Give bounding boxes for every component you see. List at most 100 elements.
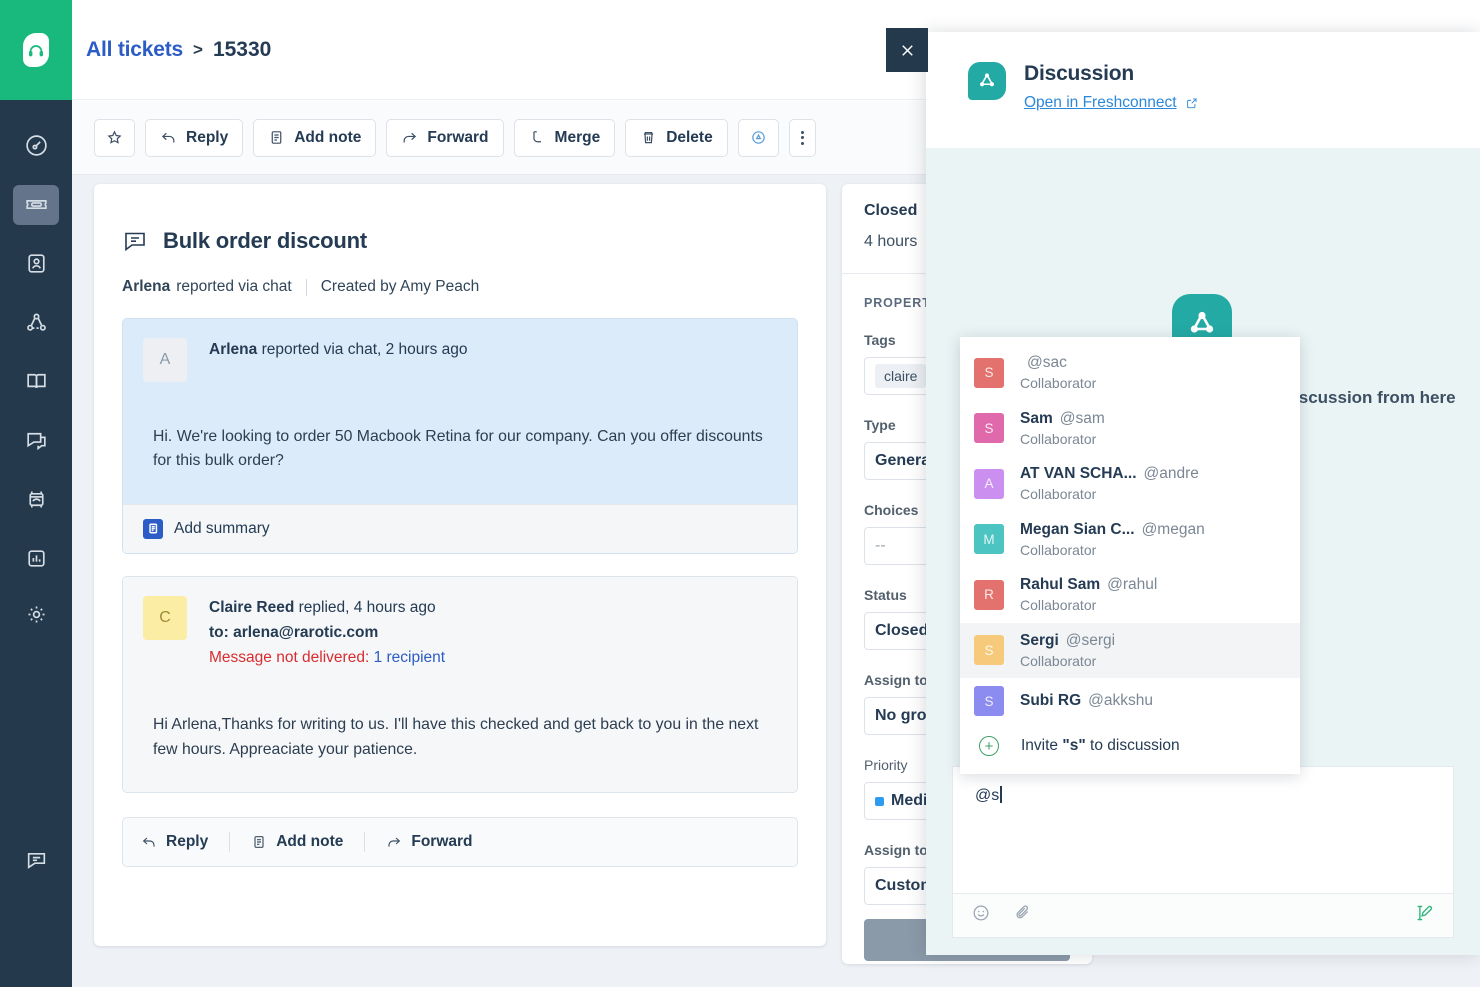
rail-item-list [0, 100, 72, 588]
avatar: S [974, 357, 1004, 388]
open-in-freshconnect-link[interactable]: Open in Freshconnect [1024, 94, 1199, 112]
sidebar-item-customers[interactable] [0, 293, 72, 352]
sidebar-item-analytics[interactable] [0, 529, 72, 588]
discussion-panel: Discussion Open in Freshconnect Start a … [926, 32, 1480, 955]
avatar: C [143, 595, 187, 640]
list-item[interactable]: A AT VAN SCHA... @andre Collaborator [960, 456, 1300, 512]
discussion-body: Start a discussion from here S @sac Coll… [926, 148, 1480, 955]
mention-name: AT VAN SCHA... [1020, 465, 1137, 482]
rich-text-toggle-button[interactable] [1413, 902, 1435, 929]
list-item[interactable]: R Rahul Sam @rahul Collaborator [960, 567, 1300, 623]
field-label-tags: Tags [864, 332, 896, 348]
sidebar-item-tickets[interactable] [0, 175, 72, 234]
automation-icon [28, 491, 44, 508]
list-item[interactable]: S @sac Collaborator [960, 345, 1300, 401]
ticket-card: Bulk order discount Arlena reported via … [94, 184, 826, 946]
mention-handle: @sergi [1065, 631, 1116, 649]
network-icon [26, 313, 46, 331]
mention-role: Collaborator [1020, 430, 1097, 447]
breadcrumb-ticket-id: 15330 [212, 37, 272, 61]
message-timestamp: replied, 4 hours ago [298, 598, 436, 616]
sidebar-item-dashboard[interactable] [0, 116, 72, 175]
discussion-message-input[interactable]: @s [953, 767, 1453, 893]
add-note-button-label: Add note [294, 128, 362, 146]
discussion-composer: @s [952, 766, 1454, 938]
list-item[interactable]: S Subi RG @akkshu [960, 678, 1300, 724]
discussion-badge-icon [751, 131, 765, 144]
ticket-status-value: Closed [864, 202, 918, 219]
list-item-selected[interactable]: S Sergi @sergi Collaborator [960, 622, 1300, 678]
ticket-time-value: 4 hours [864, 233, 918, 250]
app-logo[interactable] [0, 0, 72, 100]
delivery-error-text: Message not delivered: [209, 648, 370, 666]
message-body: Hi. We're looking to order 50 Macbook Re… [123, 401, 797, 504]
reply-button[interactable]: Reply [145, 118, 244, 157]
compose-icon [1417, 905, 1433, 921]
field-label-status: Status [864, 587, 907, 603]
invite-to-discussion-item[interactable]: + Invite "s" to discussion [960, 724, 1300, 760]
external-link-icon [1186, 98, 1197, 109]
freshconnect-discussion-button[interactable] [737, 118, 779, 157]
mention-name: Sam [1020, 409, 1053, 427]
field-label-type: Type [864, 417, 896, 433]
delivery-error-link[interactable]: 1 recipient [373, 648, 446, 666]
sidebar-item-forums[interactable] [0, 411, 72, 470]
forward-icon [403, 132, 417, 143]
delete-button[interactable]: Delete [625, 118, 728, 157]
emoji-button[interactable] [971, 903, 991, 928]
mention-handle: @sam [1059, 409, 1105, 427]
add-summary-row[interactable]: Add summary [123, 503, 797, 553]
forward-action[interactable]: Forward [365, 833, 493, 851]
tag-chip[interactable]: claire [875, 364, 927, 388]
conversation-message[interactable]: C Claire Reed replied, 4 hours ago to: a… [122, 575, 798, 794]
ticket-header: Bulk order discount Arlena reported via … [94, 184, 826, 296]
close-icon [901, 44, 913, 56]
divider [305, 278, 307, 296]
sidebar-item-freshchat[interactable] [0, 830, 72, 889]
add-note-button[interactable]: Add note [253, 118, 377, 157]
sidebar-item-admin[interactable] [0, 585, 72, 644]
message-author: Arlena [209, 341, 258, 358]
list-item[interactable]: S Sam @sam Collaborator [960, 401, 1300, 457]
left-nav-rail [0, 0, 72, 987]
reply-action[interactable]: Reply [141, 833, 229, 851]
breadcrumb-all-tickets[interactable]: All tickets [86, 37, 184, 61]
list-item[interactable]: M Megan Sian C... @megan Collaborator [960, 512, 1300, 568]
star-icon [107, 130, 122, 144]
avatar: R [974, 579, 1004, 610]
sidebar-item-solutions[interactable] [0, 352, 72, 411]
add-note-action[interactable]: Add note [230, 833, 364, 851]
mention-role: Collaborator [1020, 486, 1097, 502]
breadcrumb-separator: > [193, 39, 203, 59]
merge-button[interactable]: Merge [513, 118, 616, 157]
attach-button[interactable] [1013, 903, 1033, 928]
chat-icon [27, 852, 45, 869]
favorite-button[interactable] [94, 118, 135, 157]
sidebar-item-contacts[interactable] [0, 234, 72, 293]
message-recipient: to: arlena@rarotic.com [209, 623, 379, 641]
avatar: S [974, 413, 1004, 444]
more-actions-button[interactable] [788, 118, 816, 157]
discussion-message-value: @s [975, 787, 1000, 804]
emoji-icon [973, 905, 989, 921]
freshconnect-icon [968, 62, 1006, 100]
close-discussion-button[interactable] [886, 28, 928, 72]
contacts-icon [27, 254, 45, 273]
field-label-priority: Priority [864, 757, 908, 773]
text-caret [1000, 786, 1002, 803]
mention-name: Sergi [1020, 631, 1059, 649]
avatar: M [974, 524, 1004, 555]
mention-name-row: Sergi @sergi [1020, 632, 1115, 649]
message-timestamp: reported via chat, 2 hours ago [261, 341, 468, 358]
add-summary-label: Add summary [174, 519, 270, 537]
forward-button[interactable]: Forward [386, 118, 504, 157]
divider [364, 832, 366, 853]
sidebar-item-automations[interactable] [0, 470, 72, 529]
page-title: Bulk order discount [163, 228, 367, 253]
avatar: S [974, 686, 1004, 716]
mention-handle: @megan [1141, 520, 1205, 538]
mention-name-row: Subi RG @akkshu [1020, 692, 1153, 709]
delete-button-label: Delete [666, 128, 713, 146]
conversation-message[interactable]: A Arlena reported via chat, 2 hours ago … [122, 318, 798, 554]
message-header: C Claire Reed replied, 4 hours ago to: a… [123, 576, 797, 690]
